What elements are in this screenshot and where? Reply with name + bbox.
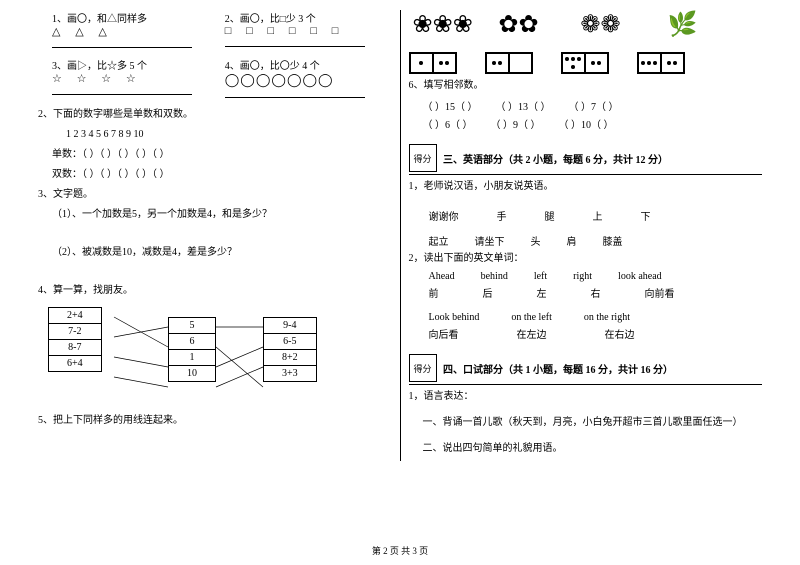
word: left [534,271,547,282]
fill: （ ）13（ ） [496,98,551,113]
left-column: 1、画〇，和△同样多 △ △ △ 2、画〇，比□少 3 个 □ □ □ □ □ … [30,10,401,461]
word: behind [481,271,508,282]
sec3-c1: 前 后 左 右 向前看 [429,285,763,300]
q1-answer-line [52,38,192,48]
word: 谢谢你 [429,208,459,223]
word: Ahead [429,271,455,282]
flower-icon: ❁❁ [577,10,625,46]
sec3-r1: 谢谢你 手 腿 上 下 [429,208,763,223]
p3-title: 3、文字题。 [38,187,392,203]
q3-shapes: ☆ ☆ ☆ ☆ [38,72,205,85]
word: 膝盖 [603,233,623,248]
score-box: 得分 [409,354,437,382]
p3-a: （1）、一个加数是5，另一个加数是4，和是多少？ [38,207,392,223]
word: 在右边 [605,326,635,341]
p2-odd: 单数：（ ）（ ）（ ）（ ）（ ） [38,147,392,163]
fill: （ ）15（ ） [423,98,478,113]
section-3-header: 得分 三、英语部分（共 2 小题，每题 6 分，共计 12 分） [409,144,763,172]
word: 请坐下 [475,233,505,248]
flower-icon: ✿✿ [495,10,543,46]
sec3-c2: 向后看 在左边 在右边 [429,326,763,341]
p6-row1: （ ）15（ ） （ ）13（ ） （ ）7（ ） [409,98,763,113]
word: 前 [429,285,439,300]
domino [561,52,609,74]
sec3-q1: 1，老师说汉语，小朋友说英语。 [409,179,763,195]
p3-b: （2）、被减数是10，减数是4，差是多少？ [38,245,392,261]
sec3-q2: 2，读出下面的英文单词： [409,251,763,267]
score-box: 得分 [409,144,437,172]
sec4-b: 二、说出四句简单的礼貌用语。 [409,441,763,457]
p2-title: 2、下面的数字哪些是单数和双数。 [38,107,392,123]
domino [409,52,457,74]
q4-prompt: 4、画〇，比〇少 4 个 [225,57,392,72]
p2-even: 双数：（ ）（ ）（ ）（ ）（ ） [38,167,392,183]
word: 向后看 [429,326,459,341]
fill: （ ）10（ ） [559,116,614,131]
sec3-e2: Look behind on the left on the right [429,312,763,323]
q1-prompt: 1、画〇，和△同样多 [38,10,205,25]
q1-shapes: △ △ △ [38,25,205,38]
fill: （ ）7（ ） [569,98,619,113]
q2-answer-line [225,37,365,47]
p6-row2: （ ）6（ ） （ ）9（ ） （ ）10（ ） [409,116,763,131]
p5-title: 5、把上下同样多的用线连起来。 [38,413,392,429]
p4-connection-lines [38,303,378,413]
word: 左 [537,285,547,300]
word: 在左边 [517,326,547,341]
fill: （ ）9（ ） [491,116,541,131]
word: 下 [641,208,651,223]
word: Look behind [429,312,480,323]
word: 腿 [545,208,555,223]
q2-shapes: □ □ □ □ □ □ [225,25,392,37]
word: 肩 [567,233,577,248]
sec3-r2: 起立 请坐下 头 肩 膝盖 [429,233,763,248]
q4-answer-line [225,88,365,98]
word: 手 [497,208,507,223]
flower-icon: ❀❀❀ [413,10,461,46]
p4-tables: 2+4 7-2 8-7 6+4 5 6 1 10 9-4 6-5 8+2 3+3 [38,303,392,413]
right-column: ❀❀❀ ✿✿ ❁❁ 🌿 6、填写相邻数。 （ ）15（ ） （ ）13（ ） （… [401,10,771,461]
sec4-a: 一、背诵一首儿歌（秋天到，月亮，小白兔开超市三首儿歌里面任选一） [409,415,763,431]
q2-prompt: 2、画〇，比□少 3 个 [225,10,392,25]
q4-shapes: ◯◯◯◯◯◯◯ [225,72,392,88]
flower-icons-row: ❀❀❀ ✿✿ ❁❁ 🌿 [409,10,763,46]
domino [485,52,533,74]
word: on the right [584,312,630,323]
fill: （ ）6（ ） [423,116,473,131]
q3-q4-row: 3、画▷，比☆多 5 个 ☆ ☆ ☆ ☆ 4、画〇，比〇少 4 个 ◯◯◯◯◯◯… [38,57,392,101]
p2-nums: 1 2 3 4 5 6 7 8 9 10 [38,127,392,143]
word: right [573,271,592,282]
sec3-e1: Ahead behind left right look ahead [429,271,763,282]
word: 头 [531,233,541,248]
word: on the left [511,312,552,323]
divider [409,384,763,385]
page-footer: 第 2 页 共 3 页 [0,544,800,557]
q1-q2-row: 1、画〇，和△同样多 △ △ △ 2、画〇，比□少 3 个 □ □ □ □ □ … [38,10,392,51]
q3-answer-line [52,85,192,95]
p4-title: 4、算一算，找朋友。 [38,283,392,299]
word: 后 [483,285,493,300]
sec4-q1: 1，语言表达： [409,389,763,405]
section-4-header: 得分 四、口试部分（共 1 小题，每题 16 分，共计 16 分） [409,354,763,382]
word: look ahead [618,271,662,282]
domino-row [409,52,763,74]
page-columns: 1、画〇，和△同样多 △ △ △ 2、画〇，比□少 3 个 □ □ □ □ □ … [30,10,770,461]
p6-title: 6、填写相邻数。 [409,78,763,94]
divider [409,174,763,175]
word: 右 [591,285,601,300]
word: 向前看 [645,285,675,300]
domino [637,52,685,74]
section-4-title: 四、口试部分（共 1 小题，每题 16 分，共计 16 分） [443,361,673,376]
word: 上 [593,208,603,223]
q3-prompt: 3、画▷，比☆多 5 个 [38,57,205,72]
leaf-icon: 🌿 [659,10,707,46]
section-3-title: 三、英语部分（共 2 小题，每题 6 分，共计 12 分） [443,151,668,166]
word: 起立 [429,233,449,248]
